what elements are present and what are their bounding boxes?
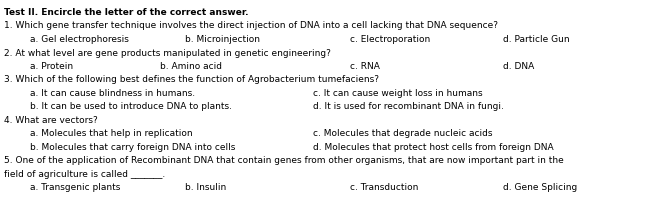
- Text: d. DNA: d. DNA: [503, 62, 534, 71]
- Text: Test II. Encircle the letter of the correct answer.: Test II. Encircle the letter of the corr…: [4, 8, 248, 17]
- Text: 5. One of the application of Recombinant DNA that contain genes from other organ: 5. One of the application of Recombinant…: [4, 156, 564, 165]
- Text: c. Molecules that degrade nucleic acids: c. Molecules that degrade nucleic acids: [313, 129, 493, 138]
- Text: a. Transgenic plants: a. Transgenic plants: [30, 183, 120, 192]
- Text: b. Microinjection: b. Microinjection: [185, 35, 260, 44]
- Text: c. RNA: c. RNA: [350, 62, 380, 71]
- Text: c. It can cause weight loss in humans: c. It can cause weight loss in humans: [313, 89, 483, 98]
- Text: a. Gel electrophoresis: a. Gel electrophoresis: [30, 35, 129, 44]
- Text: a. Molecules that help in replication: a. Molecules that help in replication: [30, 129, 193, 138]
- Text: b. It can be used to introduce DNA to plants.: b. It can be used to introduce DNA to pl…: [30, 102, 232, 111]
- Text: b. Molecules that carry foreign DNA into cells: b. Molecules that carry foreign DNA into…: [30, 142, 236, 151]
- Text: d. It is used for recombinant DNA in fungi.: d. It is used for recombinant DNA in fun…: [313, 102, 504, 111]
- Text: 1. Which gene transfer technique involves the direct injection of DNA into a cel: 1. Which gene transfer technique involve…: [4, 21, 498, 30]
- Text: b. Insulin: b. Insulin: [185, 183, 226, 192]
- Text: b. Amino acid: b. Amino acid: [160, 62, 222, 71]
- Text: 2. At what level are gene products manipulated in genetic engineering?: 2. At what level are gene products manip…: [4, 48, 331, 57]
- Text: c. Transduction: c. Transduction: [350, 183, 418, 192]
- Text: d. Particle Gun: d. Particle Gun: [503, 35, 569, 44]
- Text: d. Gene Splicing: d. Gene Splicing: [503, 183, 577, 192]
- Text: 3. Which of the following best defines the function of Agrobacterium tumefaciens: 3. Which of the following best defines t…: [4, 75, 379, 84]
- Text: c. Electroporation: c. Electroporation: [350, 35, 430, 44]
- Text: d. Molecules that protect host cells from foreign DNA: d. Molecules that protect host cells fro…: [313, 142, 553, 151]
- Text: a. It can cause blindness in humans.: a. It can cause blindness in humans.: [30, 89, 195, 98]
- Text: 4. What are vectors?: 4. What are vectors?: [4, 115, 98, 124]
- Text: a. Protein: a. Protein: [30, 62, 73, 71]
- Text: field of agriculture is called _______.: field of agriculture is called _______.: [4, 169, 166, 178]
